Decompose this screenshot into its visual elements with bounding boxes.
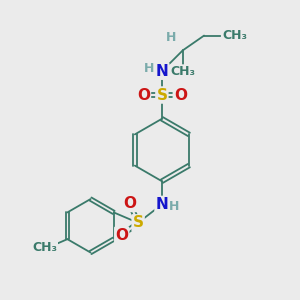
Text: O: O [115, 228, 128, 243]
Text: O: O [137, 88, 150, 103]
Text: CH₃: CH₃ [170, 65, 195, 78]
Text: N: N [155, 64, 168, 79]
Text: O: O [174, 88, 187, 103]
Text: CH₃: CH₃ [32, 241, 57, 254]
Text: S: S [156, 88, 167, 103]
Text: H: H [144, 62, 154, 75]
Text: O: O [123, 196, 136, 211]
Text: H: H [169, 200, 180, 213]
Text: H: H [166, 31, 177, 44]
Text: S: S [133, 215, 144, 230]
Text: N: N [155, 197, 168, 212]
Text: CH₃: CH₃ [222, 29, 247, 42]
